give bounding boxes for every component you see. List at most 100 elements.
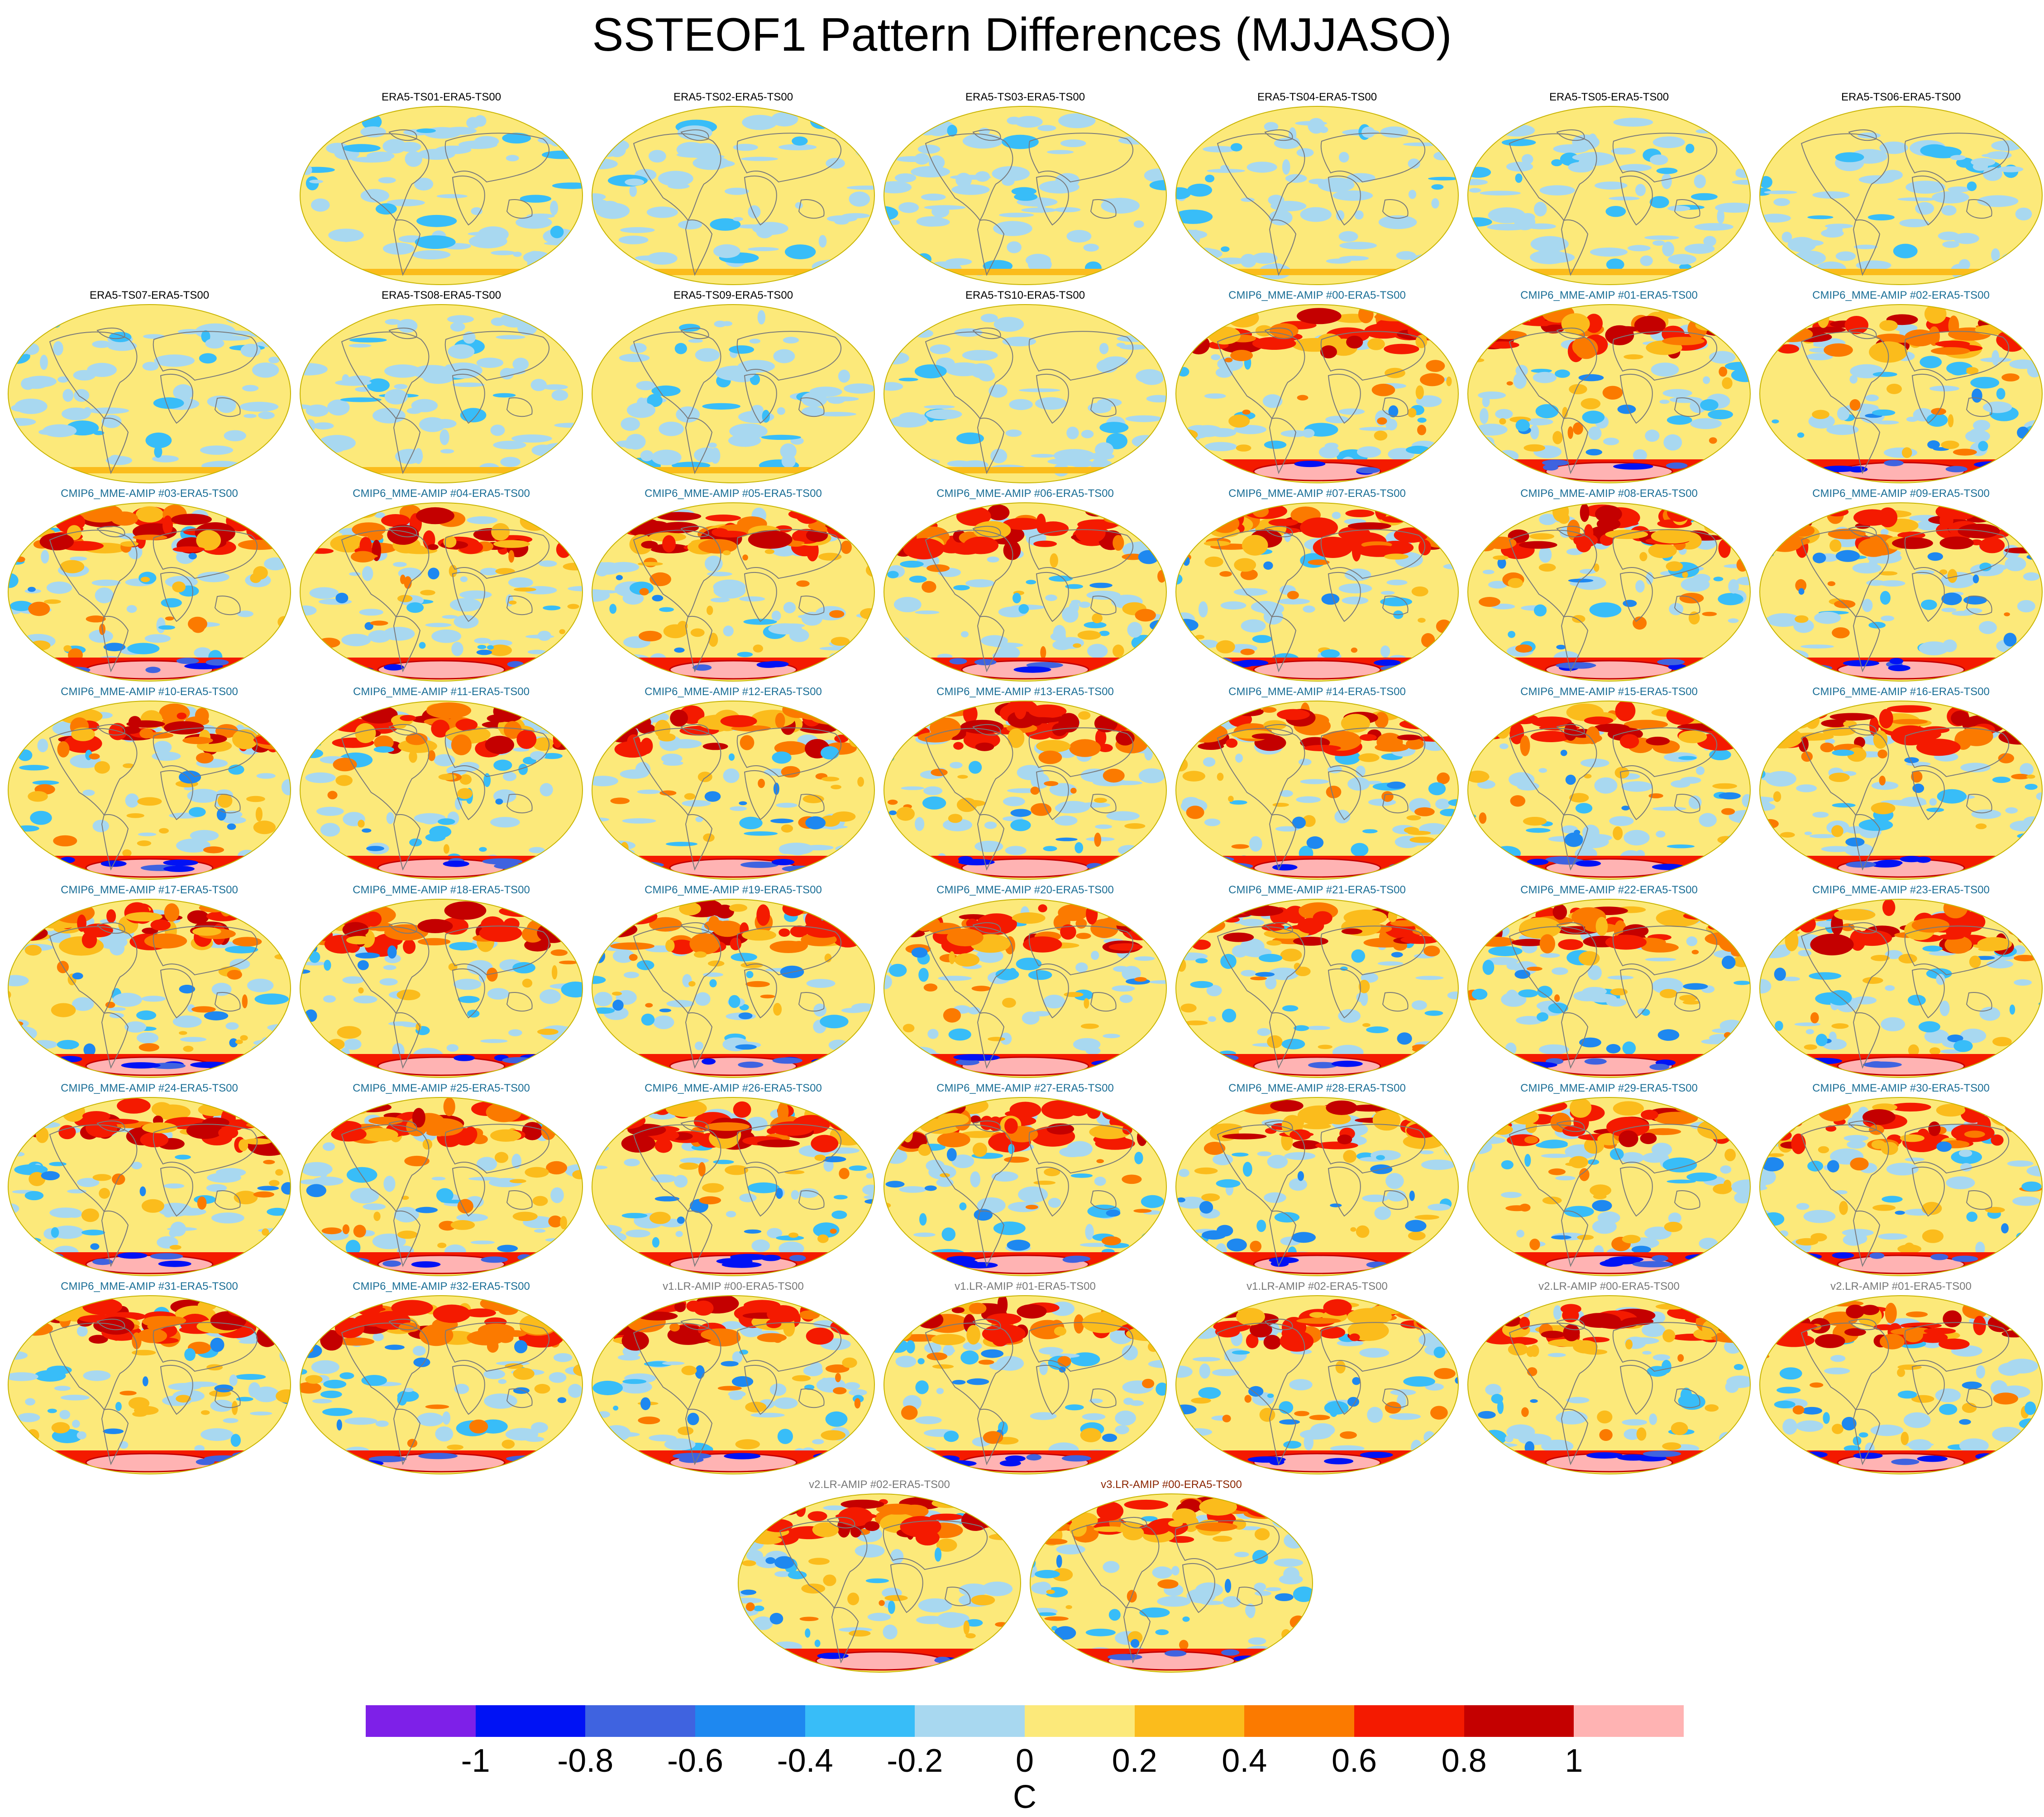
anomaly-patch bbox=[1564, 832, 1583, 847]
anomaly-patch bbox=[1428, 1106, 1452, 1119]
anomaly-patch bbox=[313, 422, 334, 429]
anomaly-patch bbox=[328, 906, 343, 927]
anomaly-patch bbox=[1924, 305, 1947, 324]
coastline bbox=[101, 1408, 129, 1465]
anomaly-patch bbox=[438, 773, 457, 780]
anomaly-patch bbox=[693, 951, 707, 958]
anomaly-patch bbox=[1397, 1032, 1412, 1045]
anomaly-patch bbox=[1160, 154, 1166, 158]
anomaly-patch bbox=[789, 1255, 806, 1261]
anomaly-patch bbox=[493, 540, 530, 548]
anomaly-patch bbox=[171, 515, 207, 525]
anomaly-patch bbox=[1125, 415, 1162, 422]
anomaly-patch bbox=[1953, 233, 1979, 244]
coastline bbox=[1904, 727, 2009, 777]
anomaly-patch bbox=[708, 633, 718, 647]
anomaly-patch bbox=[1579, 1168, 1590, 1181]
anomaly-patch bbox=[2002, 503, 2026, 523]
anomaly-patch bbox=[1306, 1025, 1330, 1030]
coastline bbox=[736, 529, 841, 579]
anomaly-patch bbox=[1946, 1176, 1975, 1189]
map-panel: ERA5-TS01-ERA5-TS00 bbox=[299, 90, 584, 285]
anomaly-patch bbox=[917, 732, 953, 743]
anomaly-patch bbox=[1686, 1172, 1717, 1182]
anomaly-patch bbox=[635, 255, 662, 261]
anomaly-patch bbox=[227, 823, 236, 830]
anomaly-patch bbox=[1774, 914, 1793, 924]
anomaly-patch bbox=[1873, 730, 1888, 749]
anomaly-patch bbox=[518, 763, 528, 775]
anomaly-patch bbox=[54, 1386, 71, 1391]
anomaly-patch bbox=[1228, 415, 1250, 428]
anomaly-patch bbox=[72, 1420, 80, 1428]
anomaly-patch bbox=[1950, 155, 1966, 160]
coastline bbox=[1612, 1124, 1717, 1174]
anomaly-patch bbox=[82, 789, 95, 796]
anomaly-patch bbox=[1444, 141, 1458, 157]
coastline bbox=[1509, 331, 1597, 420]
anomaly-patch bbox=[1904, 757, 1919, 763]
coastline bbox=[1090, 992, 1117, 1012]
anomaly-patch bbox=[36, 1127, 49, 1143]
anomaly-patch bbox=[1119, 994, 1133, 1003]
anomaly-patch bbox=[568, 1383, 583, 1398]
anomaly-patch bbox=[2006, 122, 2034, 137]
anomaly-patch bbox=[740, 735, 755, 750]
anomaly-patch bbox=[1028, 970, 1052, 980]
anomaly-patch bbox=[457, 1199, 473, 1214]
map-panel: CMIP6_MME-AMIP #19-ERA5-TS00 bbox=[591, 882, 876, 1078]
anomaly-patch bbox=[1936, 1104, 1966, 1117]
anomaly-patch bbox=[697, 772, 712, 782]
anomaly-patch bbox=[1318, 1044, 1332, 1049]
anomaly-patch bbox=[1468, 179, 1488, 186]
anomaly-patch bbox=[1351, 647, 1358, 653]
anomaly-patch bbox=[509, 601, 517, 605]
anomaly-patch bbox=[239, 857, 271, 871]
anomaly-patch bbox=[1433, 151, 1451, 161]
anomaly-patch bbox=[1773, 928, 1790, 936]
anomaly-patch bbox=[467, 516, 498, 524]
anomaly-patch bbox=[1922, 726, 1950, 734]
anomaly-patch bbox=[1394, 527, 1428, 543]
anomaly-patch bbox=[970, 1171, 980, 1187]
anomaly-patch bbox=[684, 793, 696, 800]
anomaly-patch bbox=[1683, 983, 1708, 990]
anomaly-patch bbox=[1194, 1167, 1218, 1174]
anomaly-patch bbox=[1570, 1098, 1592, 1118]
anomaly-patch bbox=[860, 234, 874, 242]
coastline bbox=[341, 133, 430, 221]
anomaly-patch bbox=[1886, 1163, 1919, 1176]
anomaly-patch bbox=[927, 1029, 939, 1039]
anomaly-patch bbox=[802, 794, 824, 803]
anomaly-patch bbox=[152, 751, 181, 761]
anomaly-patch bbox=[630, 343, 647, 353]
anomaly-patch bbox=[538, 1106, 550, 1115]
anomaly-patch bbox=[81, 1208, 99, 1222]
anomaly-patch bbox=[433, 1304, 471, 1323]
anomaly-patch bbox=[1606, 1044, 1621, 1054]
southern-ocean-band bbox=[300, 269, 583, 275]
anomaly-patch bbox=[324, 959, 331, 971]
map-panel: CMIP6_MME-AMIP #12-ERA5-TS00 bbox=[591, 684, 876, 880]
anomaly-patch bbox=[1678, 730, 1707, 744]
coastline bbox=[1853, 814, 1881, 871]
anomaly-patch bbox=[884, 715, 893, 721]
anomaly-patch bbox=[51, 1003, 76, 1017]
anomaly-patch bbox=[1015, 116, 1043, 128]
anomaly-patch bbox=[1545, 856, 1578, 863]
map-border bbox=[1175, 106, 1459, 285]
anomaly-patch bbox=[1824, 343, 1853, 357]
anomaly-patch bbox=[26, 661, 45, 668]
anomaly-patch bbox=[1190, 981, 1213, 988]
anomaly-patch bbox=[626, 1230, 650, 1238]
anomaly-patch bbox=[1070, 787, 1077, 794]
anomaly-patch bbox=[661, 754, 683, 763]
anomaly-patch bbox=[1031, 453, 1055, 458]
anomaly-patch bbox=[1712, 783, 1737, 789]
anomaly-patch bbox=[1204, 556, 1223, 567]
anomaly-patch bbox=[197, 1196, 207, 1210]
anomaly-patch bbox=[196, 1459, 215, 1465]
anomaly-patch bbox=[1556, 644, 1566, 650]
coastline bbox=[1264, 129, 1293, 141]
anomaly-patch bbox=[1523, 817, 1547, 826]
